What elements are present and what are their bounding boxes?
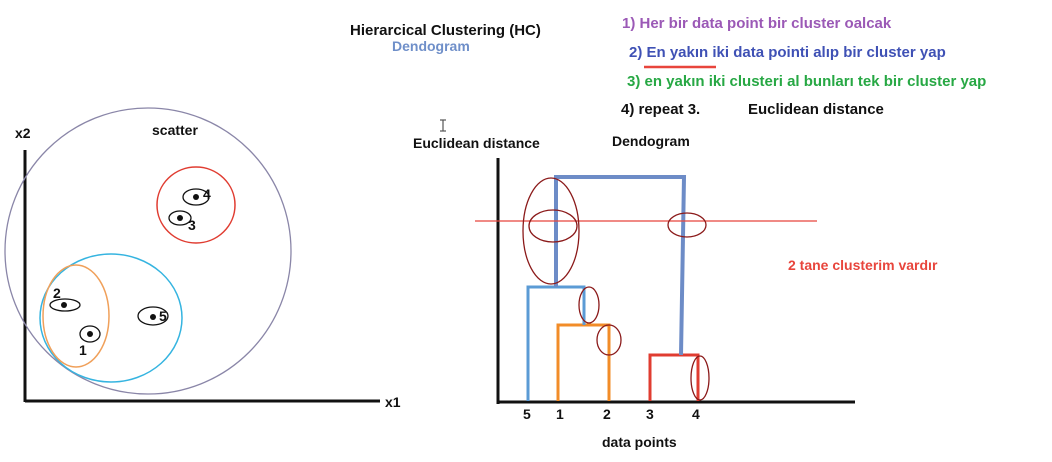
point-3-ring [168,210,192,226]
cut-ellipse-right [667,212,707,238]
step-3: 3) en yakın iki clusteri al bunları tek … [627,73,987,90]
point-label-4: 4 [203,186,211,202]
link-5-12 [526,285,586,401]
red-cluster-circle [156,166,236,244]
page-subtitle: Dendogram [392,38,470,54]
point-2 [61,302,67,308]
cut-ellipse-left-large [522,177,580,285]
point-5 [150,314,156,320]
point-4 [193,194,199,200]
point-4-ring [182,188,210,206]
leaf-label-3: 3 [646,406,654,422]
dendrogram-title: Dendogram [612,133,690,149]
distance-note: Euclidean distance [748,101,884,118]
dendrogram-y-axis-label: Euclidean distance [413,135,540,151]
point-1-ring [79,325,101,343]
link-1-2 [556,323,611,401]
dendrogram-result-text: 2 tane clusterim vardır [788,257,938,273]
cyan-cluster-circle [39,253,183,383]
leaf-label-4: 4 [692,406,700,422]
point-label-5: 5 [159,308,167,324]
point-label-1: 1 [79,342,87,358]
scatter-label: scatter [152,122,198,138]
link-top [554,175,687,356]
dendrogram-x-axis-label: data points [602,434,677,450]
step-2: 2) En yakın iki data pointi alıp bir clu… [629,44,946,61]
leaf-label-5: 5 [523,406,531,422]
scatter-x-axis-label: x1 [385,394,401,410]
point-5-ring [137,306,169,326]
height-ellipse-red [690,355,710,401]
outer-cluster-circle [4,107,292,395]
point-label-3: 3 [188,217,196,233]
leaf-label-1: 1 [556,406,564,422]
scatter-y-axis-label: x2 [15,125,31,141]
height-ellipse-orange [596,324,622,356]
step-1: 1) Her bir data point bir cluster oalcak [622,15,892,32]
point-2-ring [49,298,81,312]
height-ellipse-blue [578,286,600,324]
link-3-4 [648,353,700,401]
orange-cluster-ellipse [42,264,110,368]
point-3 [177,215,183,221]
page-title: Hierarcical Clustering (HC) [350,22,541,39]
step-4: 4) repeat 3. [621,101,701,118]
cut-ellipse-left-small [528,209,578,243]
text-cursor-icon [440,119,446,132]
leaf-label-2: 2 [603,406,611,422]
point-label-2: 2 [53,285,61,301]
point-1 [87,331,93,337]
